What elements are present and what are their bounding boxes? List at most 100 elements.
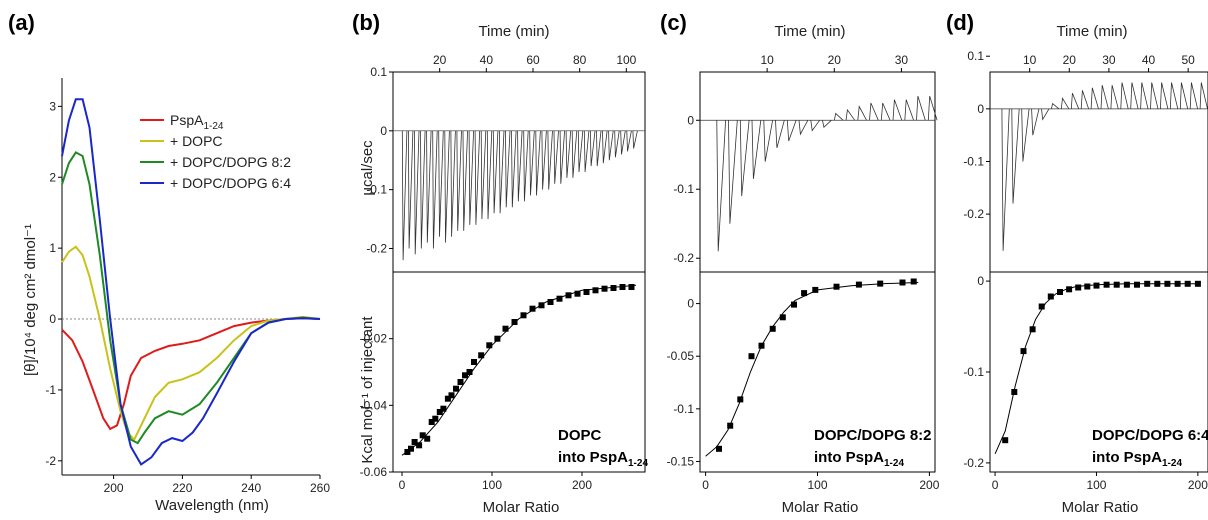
- data-point: [716, 445, 722, 452]
- data-point: [502, 325, 509, 332]
- x-tick-label: 240: [241, 481, 261, 495]
- data-point: [448, 392, 455, 399]
- data-point: [1103, 281, 1110, 288]
- data-point: [1194, 280, 1201, 287]
- y-tick-label: 0: [977, 102, 984, 116]
- y-tick-label: 0.1: [967, 49, 984, 63]
- y-tick-label: -0.1: [963, 365, 984, 379]
- data-point: [748, 353, 755, 360]
- x-tick-label: 60: [526, 53, 540, 67]
- data-point: [565, 292, 572, 299]
- x-tick-label: 260: [310, 481, 330, 495]
- y-tick-label: -0.2: [963, 207, 984, 221]
- data-point: [1174, 280, 1181, 287]
- data-point: [910, 278, 917, 285]
- data-point: [462, 372, 468, 379]
- cd-series-line-1: [61, 245, 321, 442]
- data-point: [436, 409, 443, 415]
- data-point: [471, 359, 477, 365]
- data-point: [1029, 326, 1036, 333]
- data-point: [547, 299, 554, 305]
- data-point: [1184, 280, 1191, 287]
- panel-b-bottom-frame: [392, 271, 646, 473]
- x-tick-label: 200: [919, 478, 939, 492]
- x-tick-label: 40: [480, 53, 494, 67]
- data-point: [610, 285, 617, 291]
- panel-c-time-label: Time (min): [774, 23, 845, 40]
- x-tick-label: 200: [1188, 478, 1208, 492]
- data-point: [833, 283, 840, 290]
- data-point: [1075, 284, 1082, 291]
- x-tick-label: 100: [1086, 478, 1106, 492]
- legend-label-2: + DOPC/DOPG 8:2: [170, 154, 291, 170]
- data-point: [486, 342, 493, 349]
- data-point: [812, 286, 819, 293]
- y-tick-label: -0.1: [673, 402, 694, 416]
- x-tick-label: 40: [1142, 53, 1156, 67]
- panel-d-time-label: Time (min): [1056, 23, 1127, 40]
- data-point: [1164, 280, 1171, 287]
- panel-b-label: (b): [352, 10, 380, 35]
- data-point: [1084, 283, 1091, 290]
- data-point: [1154, 280, 1161, 287]
- panel-c-annotation-1: DOPC/DOPG 8:2: [814, 427, 932, 444]
- x-tick-label: 20: [1063, 53, 1077, 67]
- raw-heat-trace: [1001, 82, 1208, 251]
- panel-b-annotation-1: DOPC: [558, 427, 602, 444]
- data-point: [769, 325, 776, 332]
- panel-b-ucal-label: μcal/sec: [359, 140, 376, 196]
- data-point: [601, 285, 608, 292]
- y-tick-label: 0: [380, 124, 387, 138]
- data-point: [494, 335, 501, 342]
- data-point: [1144, 280, 1151, 287]
- x-tick-label: 80: [573, 53, 587, 67]
- data-point: [1093, 282, 1100, 289]
- data-point: [408, 445, 414, 452]
- x-tick-label: 10: [1023, 53, 1037, 67]
- y-tick-label: 0: [49, 312, 56, 326]
- x-tick-label: 200: [572, 478, 592, 492]
- panel-a-xlabel: Wavelength (nm): [155, 497, 269, 514]
- data-point: [592, 287, 599, 294]
- data-point: [619, 284, 626, 290]
- panel-c-molar-label: Molar Ratio: [782, 499, 859, 516]
- y-tick-label: 2: [49, 170, 56, 184]
- data-point: [511, 319, 518, 325]
- x-tick-label: 50: [1182, 53, 1196, 67]
- y-tick-label: -0.2: [963, 456, 984, 470]
- data-point: [758, 342, 765, 349]
- panel-b-time-label: Time (min): [478, 23, 549, 40]
- y-tick-label: -0.04: [360, 398, 388, 412]
- data-point: [411, 439, 418, 445]
- x-tick-label: 30: [895, 53, 909, 67]
- y-tick-label: 1: [49, 241, 56, 255]
- panel-d-label: (d): [946, 10, 974, 35]
- data-point: [1020, 348, 1027, 355]
- panel-d-annotation-1: DOPC/DOPG 6:4: [1092, 427, 1208, 444]
- panel-b-top-frame: [392, 71, 646, 273]
- panel-c-annotation-2: into PspA1-24: [814, 449, 904, 469]
- raw-heat-trace: [716, 95, 938, 252]
- y-tick-label: -0.02: [360, 332, 388, 346]
- y-tick-label: -2: [45, 454, 56, 468]
- panel-c-label: (c): [660, 10, 687, 35]
- x-tick-label: 100: [482, 478, 502, 492]
- y-tick-label: 0: [687, 113, 694, 127]
- x-tick-label: 30: [1102, 53, 1116, 67]
- data-point: [520, 312, 527, 319]
- data-point: [404, 449, 411, 455]
- x-tick-label: 20: [828, 53, 842, 67]
- x-tick-label: 20: [433, 53, 447, 67]
- y-tick-label: -1: [45, 383, 56, 397]
- data-point: [1123, 281, 1130, 288]
- legend-label-1: + DOPC: [170, 133, 223, 149]
- x-tick-label: 100: [807, 478, 827, 492]
- data-point: [1057, 289, 1063, 295]
- panel-c-top-frame: [699, 71, 936, 273]
- data-point: [428, 419, 435, 425]
- cd-series-line-0: [61, 317, 321, 431]
- panel-b-annotation-2: into PspA1-24: [558, 449, 648, 469]
- data-point: [1066, 286, 1073, 293]
- data-point: [574, 290, 581, 297]
